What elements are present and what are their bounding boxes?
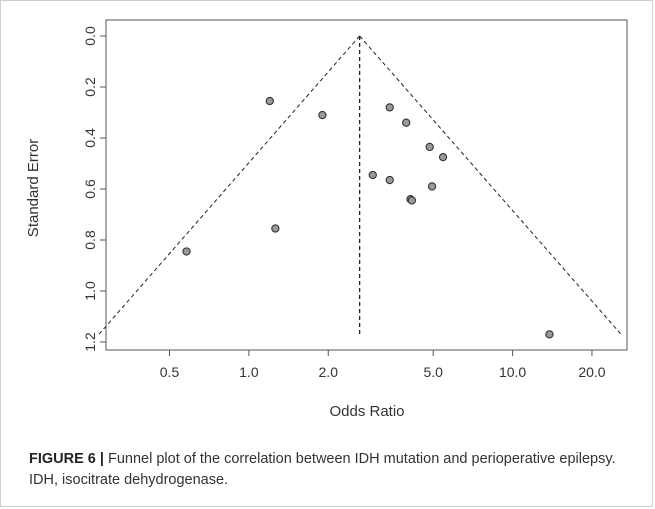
y-axis-label: Standard Error xyxy=(25,139,42,237)
data-point xyxy=(545,330,554,339)
caption-text: Funnel plot of the correlation between I… xyxy=(29,451,616,488)
data-point xyxy=(427,182,437,191)
funnel-right-bound xyxy=(359,35,622,335)
x-axis-label: Odds Ratio xyxy=(329,403,404,420)
x-tick-label: 2.0 xyxy=(319,364,339,380)
y-axis: 0.0 0.2 0.4 0.6 0.8 1.0 1.2 xyxy=(82,26,107,352)
funnel-plot: 0.5 1.0 2.0 5.0 10.0 20.0 0.0 0.2 0.4 0.6 0.8 1.0 1… xyxy=(25,19,628,420)
y-tick-label: 1.0 xyxy=(82,281,98,301)
y-tick-label: 1.2 xyxy=(82,332,98,352)
data-point xyxy=(271,224,280,233)
x-tick-label: 5.0 xyxy=(423,364,443,380)
data-point xyxy=(182,247,191,256)
data-point xyxy=(385,175,394,185)
data-point xyxy=(368,170,377,180)
y-tick-label: 0.4 xyxy=(82,128,98,148)
y-tick-label: 0.0 xyxy=(82,26,98,46)
x-tick-label: 20.0 xyxy=(578,364,605,380)
data-point xyxy=(265,96,274,106)
y-tick-label: 0.8 xyxy=(82,230,98,250)
data-point xyxy=(438,152,448,162)
x-tick-label: 1.0 xyxy=(239,364,259,380)
data-point xyxy=(407,196,417,205)
data-point xyxy=(385,103,394,112)
funnel-lines xyxy=(98,35,622,335)
x-axis: 0.5 1.0 2.0 5.0 10.0 20.0 xyxy=(160,349,606,380)
x-tick-label: 10.0 xyxy=(499,364,526,380)
y-tick-label: 0.2 xyxy=(82,77,98,97)
data-points xyxy=(182,96,554,339)
data-point xyxy=(425,142,434,152)
figure-label: FIGURE 6 | xyxy=(29,451,104,467)
y-tick-label: 0.6 xyxy=(82,179,98,199)
data-point xyxy=(318,110,327,120)
data-point xyxy=(402,118,411,127)
figure-caption: FIGURE 6 | Funnel plot of the correlatio… xyxy=(29,449,629,491)
funnel-left-bound xyxy=(98,35,360,335)
x-tick-label: 0.5 xyxy=(160,364,180,380)
plot-area-border xyxy=(105,19,628,351)
